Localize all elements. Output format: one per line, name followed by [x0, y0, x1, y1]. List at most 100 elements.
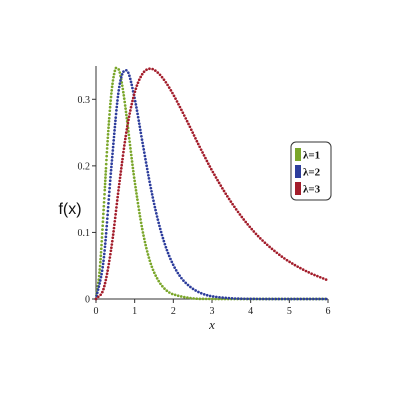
data-point [158, 227, 162, 231]
data-point [313, 273, 316, 277]
data-point [299, 266, 302, 270]
series-1 [94, 66, 327, 301]
data-point [155, 215, 159, 218]
data-point [131, 96, 135, 100]
data-point [106, 269, 110, 272]
data-point [113, 122, 117, 126]
data-point [283, 257, 286, 260]
data-point [105, 154, 109, 158]
y-tick-label: 0.2 [78, 161, 91, 172]
data-point [109, 168, 113, 172]
data-point [141, 141, 144, 145]
data-point [131, 163, 134, 167]
data-point [301, 268, 305, 271]
data-point [113, 223, 116, 227]
series-3 [94, 67, 328, 301]
data-point [153, 69, 157, 72]
data-point [122, 70, 125, 73]
data-point [110, 159, 114, 162]
data-point [174, 269, 178, 272]
data-point [118, 82, 122, 85]
data-point [164, 80, 168, 84]
data-point [290, 297, 293, 301]
data-point [117, 182, 121, 186]
data-point [140, 138, 144, 141]
data-point [162, 239, 166, 243]
data-point [119, 167, 123, 170]
data-point [102, 208, 105, 212]
data-point [127, 133, 131, 137]
data-point [139, 75, 143, 79]
data-point [104, 162, 108, 166]
data-point [112, 72, 116, 76]
data-point [101, 220, 105, 224]
data-point [103, 249, 106, 252]
data-point [177, 102, 180, 106]
x-tick-label: 5 [287, 306, 292, 317]
data-point [157, 221, 160, 225]
data-point [152, 271, 156, 275]
data-point [128, 143, 132, 147]
data-point [249, 297, 253, 301]
data-point [108, 183, 112, 186]
data-point [227, 296, 231, 300]
data-point [153, 205, 157, 209]
data-point [109, 249, 113, 253]
data-point [159, 230, 163, 234]
data-point [102, 252, 106, 256]
data-point [112, 75, 115, 79]
data-point [167, 254, 171, 258]
data-point [137, 122, 141, 126]
data-point [112, 132, 116, 136]
data-point [107, 116, 111, 120]
data-point [114, 119, 117, 123]
data-point [207, 297, 211, 301]
data-point [127, 130, 130, 133]
data-point [139, 221, 143, 225]
data-point [110, 155, 114, 159]
data-point [101, 265, 105, 269]
data-point [116, 99, 119, 102]
data-point [201, 297, 205, 301]
data-point [214, 176, 218, 179]
data-point [219, 184, 223, 187]
data-point [108, 186, 111, 190]
x-tick-label: 3 [210, 306, 215, 317]
data-point [265, 297, 268, 301]
data-point [293, 297, 296, 301]
data-point [124, 68, 128, 72]
data-point [304, 269, 308, 273]
data-point [236, 297, 240, 301]
data-point [142, 237, 146, 241]
data-point [270, 247, 274, 251]
data-point [188, 125, 192, 129]
data-point [275, 251, 279, 255]
data-point [128, 109, 132, 112]
data-point [139, 131, 143, 135]
data-point [125, 113, 128, 117]
data-point [102, 287, 105, 291]
data-point [161, 236, 165, 240]
data-point [116, 95, 120, 99]
data-point [195, 139, 199, 143]
data-point [109, 172, 113, 176]
data-point [134, 103, 138, 106]
data-point [138, 128, 142, 132]
data-point [131, 169, 135, 173]
data-point [110, 89, 114, 92]
data-point [182, 279, 185, 282]
data-point [129, 80, 133, 84]
data-point [110, 92, 113, 95]
data-point [117, 185, 121, 189]
data-point [110, 162, 114, 166]
data-point [258, 297, 262, 301]
data-point [218, 295, 221, 299]
data-point [194, 289, 197, 292]
data-point [104, 176, 107, 179]
data-point [104, 238, 107, 242]
data-point [146, 253, 150, 256]
data-point [167, 86, 171, 89]
data-point [151, 268, 155, 272]
data-point [202, 292, 206, 296]
data-point [277, 297, 281, 301]
